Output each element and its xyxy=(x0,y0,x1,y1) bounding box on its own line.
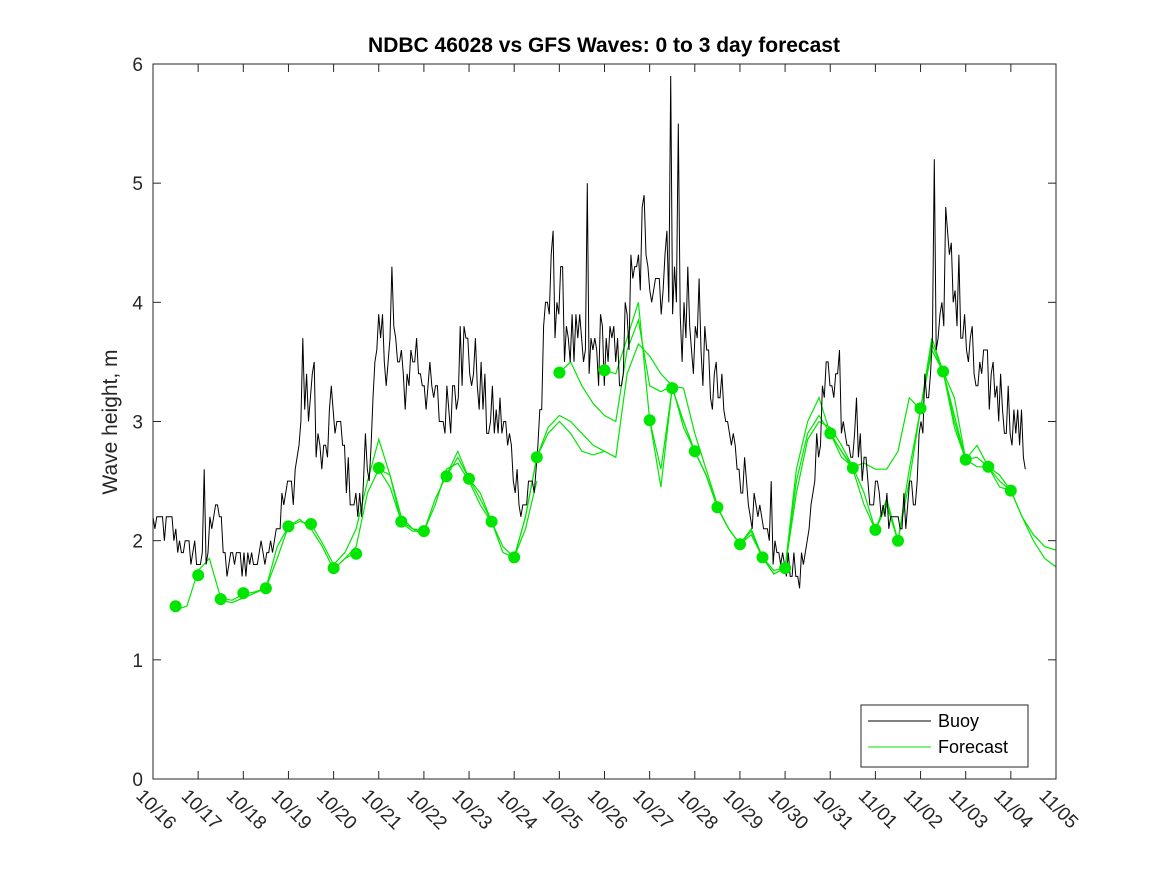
forecast-point xyxy=(666,382,679,395)
forecast-point xyxy=(643,414,656,427)
chart-title: NDBC 46028 vs GFS Waves: 0 to 3 day fore… xyxy=(368,34,840,57)
y-tick-label: 5 xyxy=(132,174,143,195)
forecast-run-line xyxy=(175,526,289,611)
forecast-point xyxy=(417,525,430,538)
forecast-point xyxy=(259,582,272,595)
y-tick-label: 2 xyxy=(132,532,143,553)
forecast-point xyxy=(553,366,566,379)
forecast-run-line xyxy=(513,342,696,558)
forecast-point xyxy=(688,445,701,458)
forecast-point xyxy=(756,551,769,564)
forecast-point xyxy=(869,523,882,536)
forecast-run-line xyxy=(739,414,899,575)
forecast-point xyxy=(305,518,317,530)
forecast-point xyxy=(192,569,205,582)
forecast-point xyxy=(711,501,724,514)
forecast-point xyxy=(395,515,408,528)
y-tick-label: 3 xyxy=(132,413,143,434)
forecast-point xyxy=(463,472,475,485)
forecast-point xyxy=(327,562,340,575)
forecast-point xyxy=(440,470,453,483)
forecast-point xyxy=(824,427,837,440)
legend-forecast-label: Forecast xyxy=(938,737,1008,757)
forecast-point xyxy=(169,600,182,613)
forecast-analysis-points xyxy=(169,364,1017,613)
y-tick-label: 0 xyxy=(132,770,143,791)
forecast-point xyxy=(485,515,498,528)
y-tick-label: 6 xyxy=(132,55,143,76)
forecast-point xyxy=(598,364,611,377)
forecast-point xyxy=(508,551,521,564)
buoy-line xyxy=(152,75,1026,589)
forecast-point xyxy=(846,462,859,474)
forecast-point xyxy=(914,402,927,415)
forecast-point xyxy=(937,365,950,378)
forecast-point xyxy=(372,462,385,474)
forecast-point xyxy=(237,587,250,600)
forecast-point xyxy=(892,534,904,547)
forecast-point xyxy=(779,562,792,575)
forecast-point xyxy=(959,453,972,466)
forecast-point xyxy=(214,593,227,606)
forecast-run-line xyxy=(558,317,718,506)
y-tick-label: 4 xyxy=(132,293,143,314)
forecast-point xyxy=(734,538,746,551)
legend: Buoy Forecast xyxy=(860,704,1029,768)
buoy-series xyxy=(152,75,1026,589)
legend-buoy-label: Buoy xyxy=(938,711,979,731)
forecast-point xyxy=(530,451,543,464)
forecast-point xyxy=(1004,484,1017,497)
forecast-point xyxy=(350,547,363,560)
legend-box xyxy=(860,704,1029,768)
forecast-point xyxy=(282,520,295,533)
y-axis-label: Wave height, m xyxy=(99,349,122,494)
y-tick-label: 1 xyxy=(132,651,143,672)
forecast-point xyxy=(982,460,995,473)
plot-background xyxy=(153,64,1056,779)
